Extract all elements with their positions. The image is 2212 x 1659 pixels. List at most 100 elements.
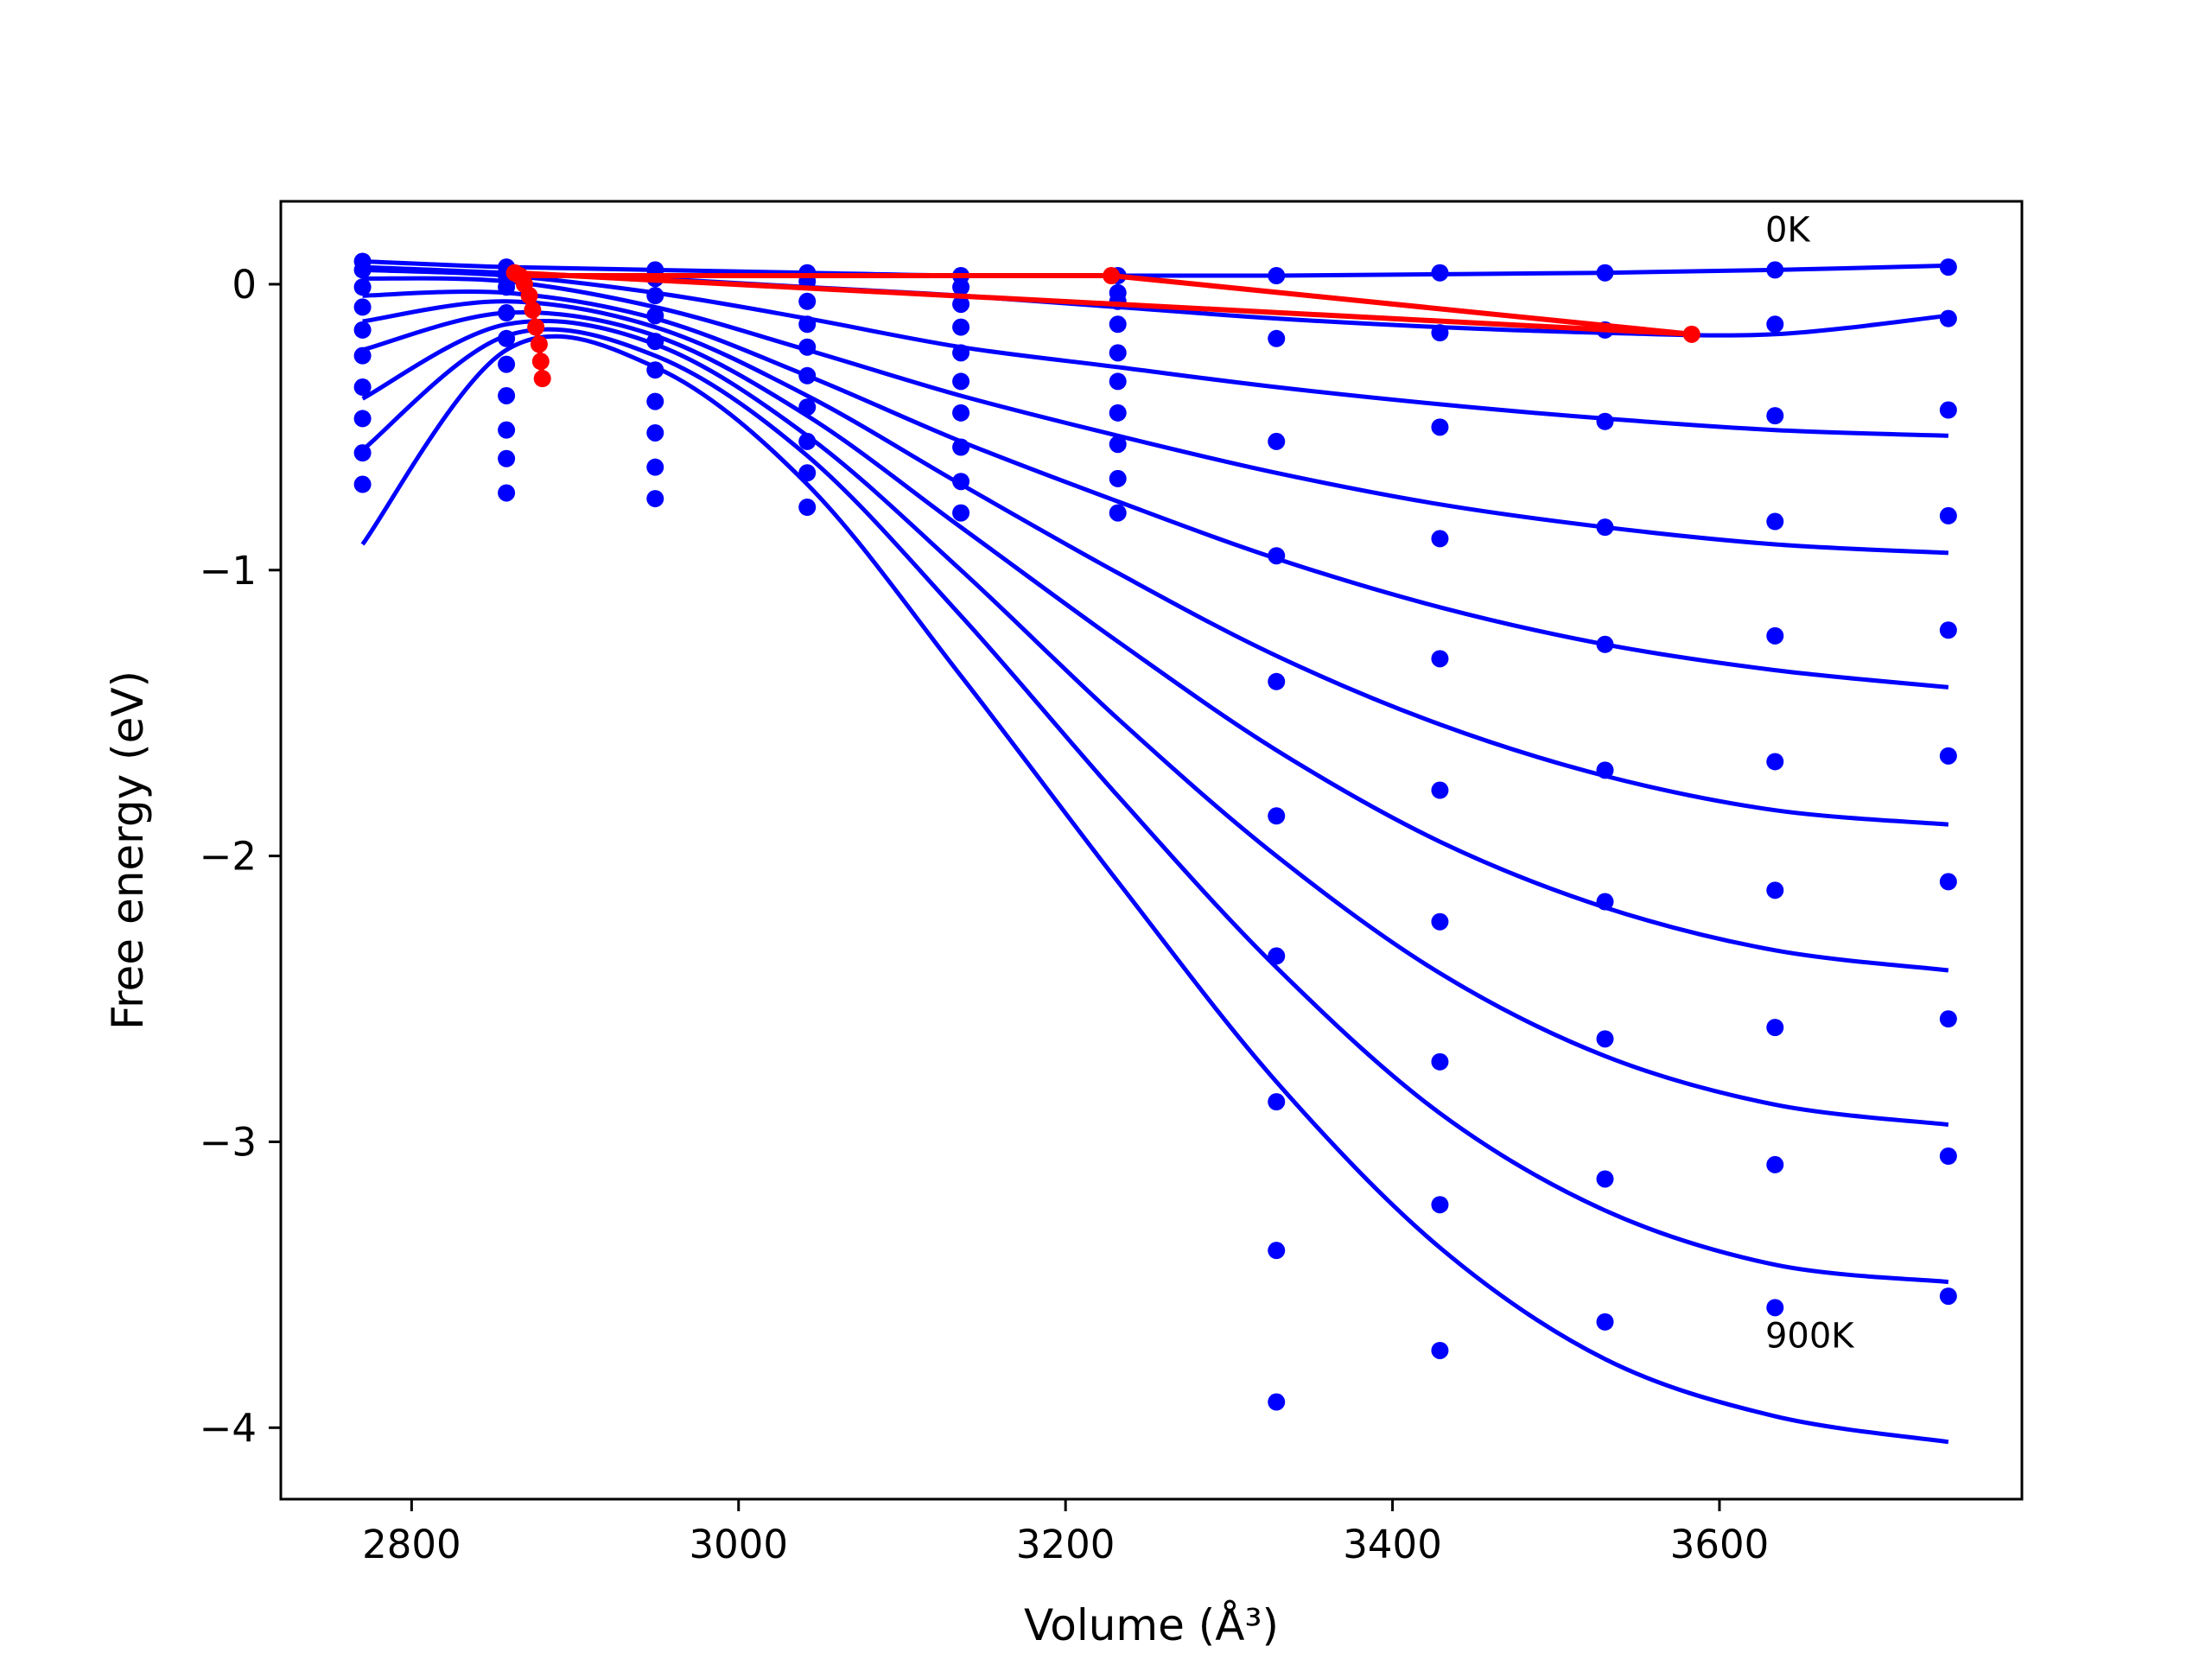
data-point [1939,1010,1957,1028]
data-point [353,278,372,296]
minimum-point [530,335,548,353]
data-point [353,410,372,428]
data-point [498,484,516,502]
data-point [1431,1052,1449,1071]
minimum-point [1103,267,1121,285]
data-point [1431,530,1449,548]
data-point [1109,404,1127,422]
data-point [952,318,970,336]
data-point [952,473,970,491]
data-point [1268,672,1286,690]
data-point [1596,412,1614,430]
data-point [1939,1147,1957,1165]
minimum-point [1682,325,1700,343]
data-point [952,438,970,456]
data-point [952,404,970,422]
data-point [798,398,817,416]
data-point [1766,1299,1784,1317]
data-point [798,366,817,385]
data-point [1268,1393,1286,1411]
curve-annotation-0: 0K [1765,210,1811,250]
data-point [1268,432,1286,450]
y-tick-label: −2 [200,834,257,880]
minimum-point [533,370,551,388]
data-point [1431,781,1449,799]
fit-curve-9 [360,334,1949,1445]
data-point [1109,469,1127,487]
data-point [646,307,664,325]
data-point [1431,418,1449,436]
data-point [1939,258,1957,276]
data-point [798,464,817,482]
data-point [646,333,664,351]
annotations: 0K 900K [1765,210,1855,1356]
data-point [1939,1287,1957,1306]
axes-frame [279,200,2024,1501]
data-point [646,490,664,508]
data-point [798,315,817,334]
data-point [952,296,970,314]
data-point [1939,747,1957,765]
data-point [1268,267,1286,285]
minimum-point [527,318,545,336]
data-point [952,372,970,391]
y-tick-label: −3 [200,1119,257,1165]
data-point [1596,264,1614,282]
x-tick-label: 2800 [362,1522,461,1567]
data-point [1766,1019,1784,1037]
data-point [498,278,516,296]
data-point [353,475,372,493]
data-point [646,392,664,410]
data-point [1766,261,1784,279]
data-point [1596,635,1614,653]
curve-annotation-1: 900K [1765,1317,1855,1357]
data-point [1939,621,1957,639]
data-point [1268,547,1286,565]
fit-curve-4 [362,289,1949,690]
data-point [1939,401,1957,419]
data-point [1109,344,1127,362]
data-point [798,432,817,450]
data-point [498,355,516,373]
data-point [952,344,970,362]
data-point [1109,435,1127,454]
y-axis-label: Free energy (eV) [103,671,153,1030]
x-tick-label: 3000 [689,1522,788,1567]
data-point [1268,1242,1286,1260]
data-point [952,504,970,522]
data-point [646,287,664,305]
data-point [1431,264,1449,282]
data-point [1939,873,1957,891]
data-point [1766,881,1784,899]
data-point [1431,1196,1449,1214]
data-point [353,298,372,316]
fit-curve-6 [361,310,1949,973]
data-point [1939,309,1957,327]
data-point [498,449,516,467]
data-point [798,498,817,516]
data-point [1596,518,1614,537]
y-tick-label: −1 [200,548,257,594]
data-point [1431,1341,1449,1359]
data-point [1431,324,1449,342]
x-axis-label: Volume (Å³) [1024,1600,1279,1650]
data-point [1766,315,1784,334]
plot-area [353,252,1957,1445]
data-point [1596,1030,1614,1048]
minimum-point [524,301,542,319]
data-point [1766,753,1784,771]
data-point [798,338,817,356]
y-tick-label: −4 [200,1405,257,1451]
data-point [1766,1155,1784,1173]
minima-link-line [514,270,1693,337]
data-point [498,329,516,347]
data-point [1109,504,1127,522]
data-point [646,361,664,379]
data-point [498,304,516,322]
data-point [498,386,516,404]
x-tick-label: 3400 [1343,1522,1442,1567]
data-point [1596,1170,1614,1188]
data-point [798,292,817,310]
data-point [498,421,516,439]
